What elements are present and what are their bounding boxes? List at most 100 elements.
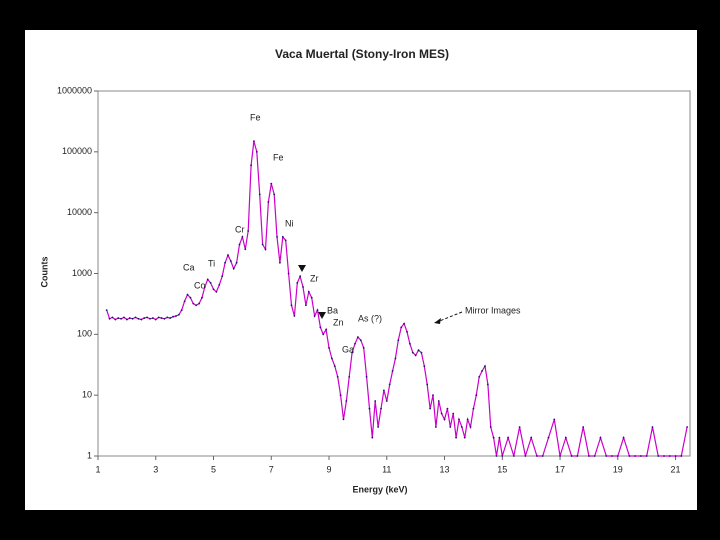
y-tick-label: 1000: [72, 268, 92, 278]
data-point: [209, 282, 212, 284]
data-point: [674, 455, 677, 457]
data-point: [166, 316, 169, 319]
x-tick-label: 3: [153, 464, 158, 474]
data-point: [177, 313, 180, 316]
data-point: [475, 394, 478, 397]
data-point: [469, 426, 472, 428]
data-point: [154, 318, 157, 321]
x-tick-label: 5: [211, 464, 216, 474]
data-point: [151, 317, 154, 319]
data-point: [333, 365, 336, 368]
data-point: [137, 317, 140, 320]
data-point: [140, 318, 143, 321]
data-point: [313, 315, 316, 317]
data-point: [114, 318, 117, 321]
data-point: [206, 278, 209, 281]
data-point: [149, 317, 151, 320]
data-point: [264, 248, 267, 251]
data-point: [576, 455, 579, 457]
peak-label: Zn: [333, 317, 344, 327]
data-point: [443, 418, 446, 421]
peak-label: Zr: [310, 273, 319, 283]
data-point: [368, 407, 371, 410]
y-tick-label: 1000000: [57, 85, 92, 95]
data-point: [458, 418, 460, 421]
data-point: [186, 293, 189, 296]
data-point: [391, 370, 394, 372]
data-point: [478, 375, 481, 378]
data-point: [279, 261, 281, 264]
data-point: [302, 286, 304, 288]
data-point: [449, 426, 452, 428]
data-point: [229, 260, 232, 262]
x-tick-label: 9: [327, 464, 332, 474]
data-point: [227, 254, 229, 257]
data-point: [440, 412, 443, 415]
data-point: [203, 286, 206, 288]
data-point: [486, 383, 489, 386]
data-point: [310, 296, 313, 299]
data-point: [296, 282, 299, 284]
data-point: [253, 140, 255, 143]
data-point: [108, 317, 111, 320]
data-point: [183, 300, 186, 303]
data-point: [125, 318, 128, 321]
data-point: [293, 315, 296, 317]
data-point: [322, 333, 325, 336]
data-point: [423, 365, 426, 368]
data-point: [351, 351, 354, 354]
data-point: [250, 164, 252, 167]
x-tick-label: 15: [497, 464, 507, 474]
data-point: [212, 288, 215, 291]
data-point: [374, 400, 377, 402]
x-tick-label: 7: [269, 464, 274, 474]
peak-label: Cr: [235, 224, 245, 234]
data-point: [463, 436, 466, 439]
x-axis-title: Energy (keV): [352, 484, 407, 494]
data-point: [403, 322, 406, 325]
data-point: [394, 357, 397, 360]
data-point: [507, 436, 509, 439]
x-tick-label: 11: [382, 464, 391, 474]
data-point: [201, 296, 203, 299]
data-point: [232, 267, 235, 270]
data-point: [484, 365, 486, 368]
data-point: [273, 193, 276, 196]
data-point: [489, 426, 492, 428]
data-point: [406, 330, 408, 333]
data-point: [380, 407, 382, 410]
data-point: [123, 316, 125, 319]
x-tick-label: 19: [613, 464, 623, 474]
data-point: [492, 436, 495, 439]
data-point: [117, 317, 120, 319]
arrow-head: [298, 265, 306, 272]
data-point: [541, 455, 544, 457]
data-point: [640, 455, 642, 457]
data-point: [397, 339, 400, 342]
data-point: [134, 316, 137, 319]
data-point: [354, 342, 356, 345]
data-point: [131, 317, 134, 320]
y-tick-label: 1: [87, 450, 92, 460]
data-point: [686, 426, 689, 428]
data-point: [235, 261, 238, 264]
data-point: [270, 182, 273, 185]
data-point: [105, 309, 108, 312]
x-tick-label: 21: [671, 464, 681, 474]
data-point: [460, 426, 463, 428]
data-point: [411, 351, 414, 354]
data-point: [198, 302, 200, 305]
data-point: [432, 394, 434, 397]
data-point: [189, 296, 192, 299]
slide-background: [25, 30, 697, 510]
data-point: [408, 342, 411, 345]
peak-label: Ba: [327, 305, 338, 315]
data-point: [530, 436, 533, 439]
peak-label: Mirror Images: [465, 305, 521, 315]
data-point: [518, 426, 521, 428]
peak-label: Ti: [208, 258, 215, 268]
data-point: [180, 309, 183, 312]
data-point: [564, 436, 567, 439]
data-point: [319, 326, 322, 329]
